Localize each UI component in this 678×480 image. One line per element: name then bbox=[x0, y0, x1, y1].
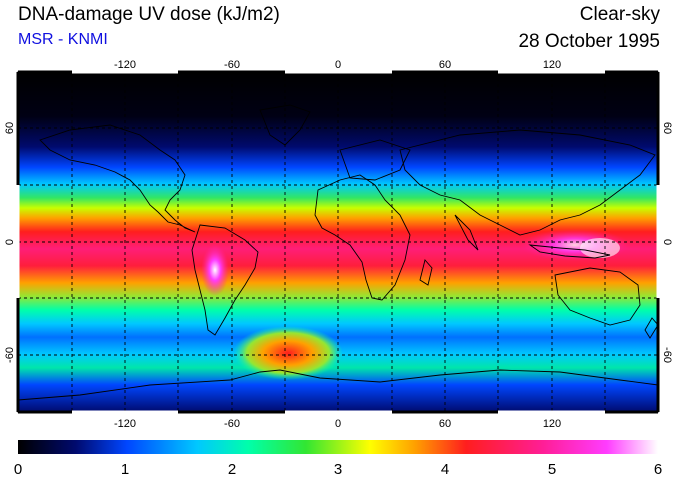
left-latitude-labels: 60 0 -60 bbox=[4, 122, 16, 363]
lon-label-bottom: 0 bbox=[335, 418, 341, 430]
lon-label-top: 60 bbox=[439, 59, 451, 71]
coastlines bbox=[18, 104, 658, 401]
lon-label-top: -120 bbox=[114, 59, 136, 71]
lon-label-bottom: -120 bbox=[114, 418, 136, 430]
right-latitude-labels: 60 0 -60 bbox=[661, 122, 673, 363]
colorbar-tick-label: 2 bbox=[228, 461, 236, 478]
lon-label-top: -60 bbox=[224, 59, 240, 71]
colorbar-tick-label: 6 bbox=[654, 461, 662, 478]
top-longitude-labels: -120 -60 0 60 120 bbox=[114, 59, 561, 71]
lon-label-bottom: 60 bbox=[439, 418, 451, 430]
source-label: MSR - KNMI bbox=[18, 31, 108, 48]
sky-condition-label: Clear-sky bbox=[579, 4, 660, 25]
colorbar-tick-label: 1 bbox=[121, 461, 129, 478]
lon-label-top: 120 bbox=[543, 59, 561, 71]
graticule bbox=[18, 72, 658, 412]
lat-label-left: 60 bbox=[4, 122, 16, 134]
colorbar-tick-label: 0 bbox=[14, 461, 22, 478]
lat-label-right: 0 bbox=[661, 239, 673, 245]
lon-label-bottom: 120 bbox=[543, 418, 561, 430]
lat-label-left: -60 bbox=[4, 347, 16, 363]
lat-label-right: 60 bbox=[661, 122, 673, 134]
map-frame bbox=[16, 70, 660, 414]
date-label: 28 October 1995 bbox=[518, 31, 660, 52]
colorbar-tick-label: 3 bbox=[334, 461, 342, 478]
lat-label-left: 0 bbox=[4, 239, 16, 245]
colorbar-tick-label: 5 bbox=[548, 461, 556, 478]
colorbar bbox=[18, 440, 658, 454]
lat-label-right: -60 bbox=[661, 347, 673, 363]
colorbar-tick-labels: 0 1 2 3 4 5 6 bbox=[14, 461, 662, 478]
lon-label-top: 0 bbox=[335, 59, 341, 71]
lon-label-bottom: -60 bbox=[224, 418, 240, 430]
bottom-longitude-labels: -120 -60 0 60 120 bbox=[114, 418, 561, 430]
colorbar-tick-label: 4 bbox=[441, 461, 449, 478]
map-title: DNA-damage UV dose (kJ/m2) bbox=[18, 4, 280, 25]
